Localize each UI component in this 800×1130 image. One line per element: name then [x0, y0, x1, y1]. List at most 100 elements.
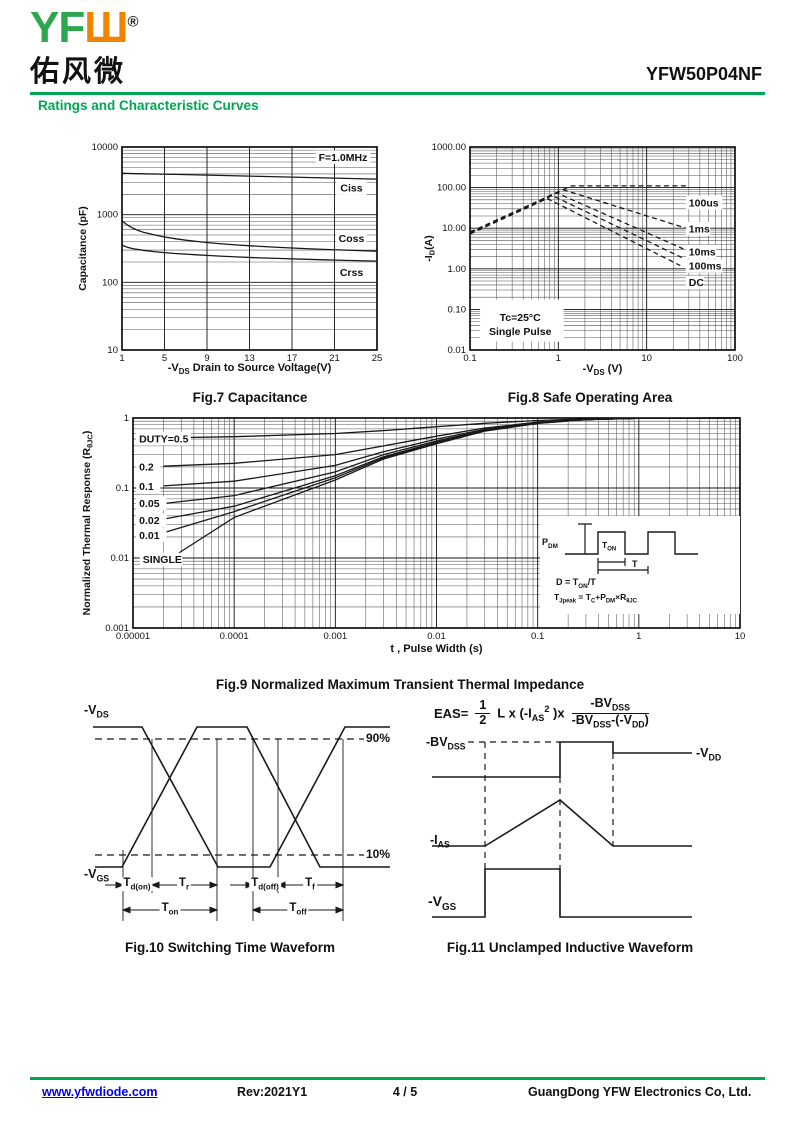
switching-waveform-diagram: [93, 726, 390, 921]
bv-fraction: -BVDSS -BVDSS-(-VDD): [571, 696, 649, 730]
svg-text:1: 1: [556, 353, 561, 364]
logo-w-glyph: Ш: [84, 3, 128, 52]
fig10-switching-waveform: -VDS -VGS 90% 10% Td(on) Tr Td(off) Tf T…: [80, 695, 400, 935]
svg-text:10000: 10000: [92, 142, 118, 153]
tr-label: Tr: [176, 877, 192, 892]
revision-label: Rev:2021Y1: [237, 1085, 308, 1099]
svg-text:1000.00: 1000.00: [432, 142, 466, 153]
bvdss-label: -BVDSS: [426, 735, 466, 752]
svg-text:1.00: 1.00: [448, 264, 467, 275]
ias-label: -IAS: [430, 833, 450, 850]
dimension-arrows: [105, 881, 345, 914]
vgs-waveform: [95, 726, 390, 868]
fig11-unclamped-waveform: EAS= 1 2 L x (-IAS2 )x -BVDSS -BVDSS-(-V…: [420, 695, 765, 935]
svg-text:13: 13: [244, 353, 255, 364]
svg-text:t , Pulse Width (s): t , Pulse Width (s): [390, 643, 483, 655]
fig7-capacitance-chart: 1 5 9 13 17 21 25 10 100 1000 10000 -VDS Drain to S…: [60, 140, 390, 385]
svg-text:0.01: 0.01: [139, 530, 160, 542]
svg-text:0.01: 0.01: [111, 553, 130, 564]
fig8-caption: Fig.8 Safe Operating Area: [507, 390, 673, 405]
pdm-label: PDM: [542, 537, 558, 550]
svg-text:Ciss: Ciss: [340, 183, 362, 195]
svg-text:1: 1: [119, 353, 124, 364]
drain-voltage-waveform: [432, 741, 692, 778]
ninety-percent-label: 90%: [366, 731, 391, 745]
svg-text:0.1: 0.1: [531, 631, 544, 642]
svg-text:100: 100: [102, 277, 118, 288]
svg-text:0.05: 0.05: [139, 498, 160, 510]
svg-text:0.02: 0.02: [139, 515, 160, 527]
svg-text:17: 17: [287, 353, 298, 364]
section-title: Ratings and Characteristic Curves: [38, 98, 259, 113]
svg-text:Tc=25°C: Tc=25°C: [500, 312, 541, 324]
svg-text:-VDS (V): -VDS (V): [583, 363, 623, 377]
svg-text:10: 10: [735, 631, 745, 642]
eas-formula: EAS= 1 2 L x (-IAS2 )x -BVDSS -BVDSS-(-V…: [434, 696, 649, 730]
td-on-label: Td(on): [121, 877, 153, 892]
fig8-soa-chart: 0.1 1 10 100 1000.00 100.00 10.00 1.00 0.10 0.01 -…: [420, 140, 765, 385]
svg-text:0.001: 0.001: [105, 623, 129, 634]
t-label: T: [632, 559, 638, 569]
svg-text:0.1: 0.1: [116, 483, 129, 494]
logo-yf: YF: [30, 3, 85, 52]
avalanche-current-waveform: [432, 799, 692, 847]
fig11-caption: Fig.11 Unclamped Inductive Waveform: [446, 940, 694, 955]
svg-text:Coss: Coss: [339, 233, 365, 245]
svg-text:10.00: 10.00: [442, 223, 466, 234]
svg-text:Single Pulse: Single Pulse: [489, 326, 552, 338]
pdm-amplitude-marker: [578, 523, 592, 554]
svg-text:0.01: 0.01: [448, 345, 467, 356]
svg-text:21: 21: [329, 353, 340, 364]
svg-text:0.0001: 0.0001: [220, 631, 249, 642]
fig9-caption: Fig.9 Normalized Maximum Transient Therm…: [215, 677, 585, 692]
svg-text:100: 100: [727, 353, 743, 364]
half-fraction: 1 2: [475, 699, 491, 728]
svg-text:10: 10: [107, 345, 118, 356]
svg-text:0.10: 0.10: [448, 304, 467, 315]
svg-text:0.1: 0.1: [139, 481, 154, 493]
svg-text:DC: DC: [689, 277, 705, 289]
svg-text:1ms: 1ms: [689, 223, 710, 235]
gate-voltage-waveform: [432, 868, 692, 918]
fig9-thermal-impedance-chart: 0.00001 0.0001 0.001 0.01 0.1 1 10 1 0.1 0.01 0.00…: [75, 413, 745, 665]
fig7-caption: Fig.7 Capacitance: [192, 390, 308, 405]
toff-label: Toff: [287, 902, 309, 917]
part-number: YFW50P04NF: [645, 64, 762, 84]
vgs-label: -VGS: [428, 893, 457, 913]
svg-text:100ms: 100ms: [689, 261, 722, 273]
eas-mid: L x (-IAS2 )x: [497, 704, 565, 724]
ton-label: TON: [602, 540, 617, 553]
vgs-label: -VGS: [84, 867, 110, 884]
svg-text:10: 10: [641, 353, 652, 364]
eas-lhs: EAS=: [434, 706, 469, 722]
svg-text:100.00: 100.00: [437, 183, 466, 194]
svg-text:-VDS Drain to Source Voltage(V: -VDS Drain to Source Voltage(V): [168, 362, 332, 376]
svg-text:9: 9: [204, 353, 209, 364]
page-number: 4 / 5: [392, 1085, 418, 1099]
vds-waveform: [93, 726, 390, 868]
registered-mark-icon: ®: [127, 13, 138, 31]
svg-text:Normalized Thermal Response (R: Normalized Thermal Response (RθJC): [81, 431, 95, 616]
pulse-waveform: [565, 531, 698, 555]
website-link[interactable]: www.yfwdiode.com: [42, 1085, 158, 1099]
tf-label: Tf: [303, 877, 317, 892]
svg-text:Capacitance (pF): Capacitance (pF): [77, 206, 89, 291]
svg-text:1: 1: [636, 631, 641, 642]
logo-chinese-name: 佑风微: [30, 56, 127, 88]
svg-text:-ID(A): -ID(A): [423, 235, 437, 261]
svg-text:25: 25: [372, 353, 383, 364]
svg-text:0.001: 0.001: [323, 631, 347, 642]
svg-text:SINGLE: SINGLE: [143, 554, 182, 566]
svg-text:1000: 1000: [97, 210, 118, 221]
svg-text:DUTY=0.5: DUTY=0.5: [139, 433, 188, 445]
fig10-caption: Fig.10 Switching Time Waveform: [124, 940, 336, 955]
ten-percent-label: 10%: [366, 847, 391, 861]
pulse-train-diagram: [565, 523, 698, 574]
ton-label: Ton: [159, 902, 181, 917]
unclamped-waveform-diagram: [432, 741, 692, 918]
svg-text:0.00001: 0.00001: [116, 631, 150, 642]
duty-formula: D = TON/T: [556, 577, 596, 590]
td-off-label: Td(off): [249, 877, 281, 892]
footer-rule: [30, 1077, 765, 1080]
